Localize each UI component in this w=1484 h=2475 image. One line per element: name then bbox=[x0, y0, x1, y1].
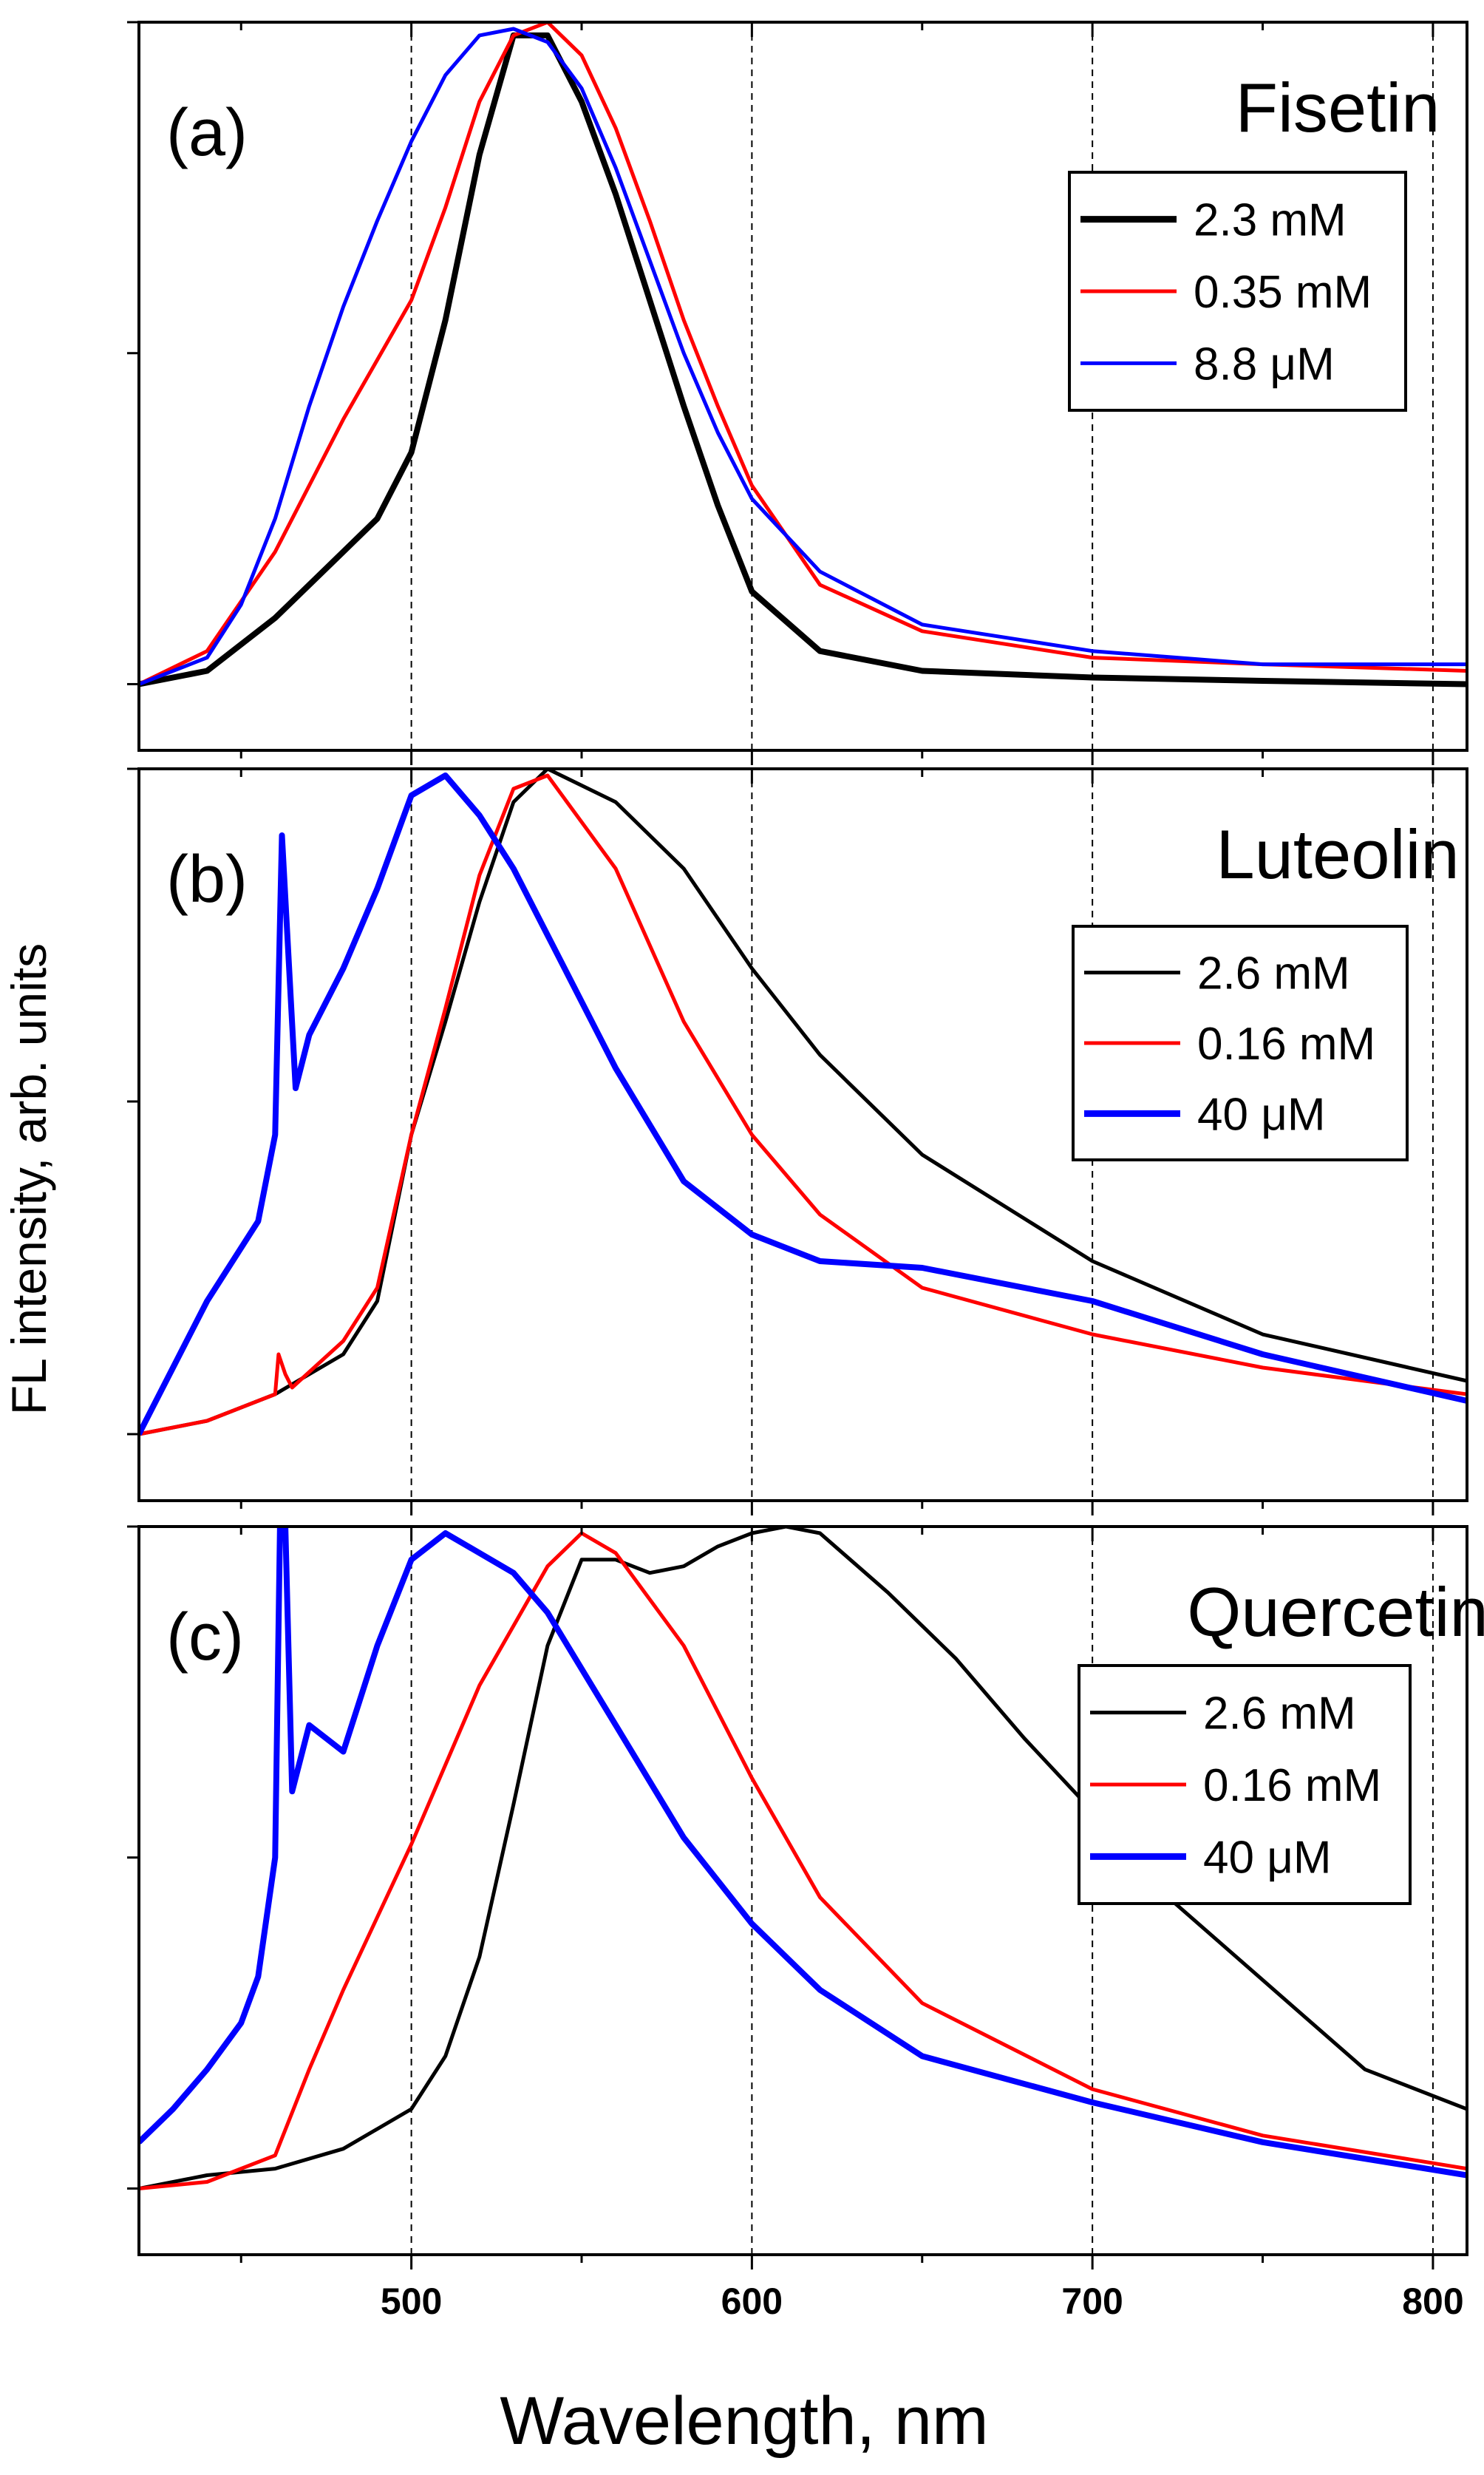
x-tick-label: 600 bbox=[721, 2281, 783, 2322]
legend-entry: 8.8 μM bbox=[1194, 339, 1335, 390]
legend-entry: 0.16 mM bbox=[1197, 1019, 1375, 1070]
legend-entry: 2.3 mM bbox=[1194, 195, 1347, 246]
legend: 2.6 mM 0.16 mM 40 μM bbox=[1078, 1664, 1412, 1905]
series-line-2 bbox=[139, 22, 1467, 686]
x-axis-label: Wavelength, nm bbox=[500, 2383, 988, 2459]
legend-entry: 2.6 mM bbox=[1203, 1688, 1356, 1739]
plot-frame bbox=[137, 21, 1468, 752]
legend-entry: 0.16 mM bbox=[1203, 1760, 1381, 1811]
x-tick-label: 700 bbox=[1061, 2281, 1123, 2322]
x-tick-label: 500 bbox=[381, 2281, 442, 2322]
x-tick-label: 800 bbox=[1402, 2281, 1463, 2322]
chart-panels: (a) Fisetin 2.3 mM 0.35 mM 8.8 μM (b) Luteolin… bbox=[127, 21, 1484, 2322]
plot-frame bbox=[137, 767, 1468, 1502]
series-line-1 bbox=[139, 32, 1467, 688]
legend-entry: 0.35 mM bbox=[1194, 267, 1372, 318]
legend: 2.6 mM 0.16 mM 40 μM bbox=[1072, 925, 1409, 1161]
panel-label: (a) bbox=[166, 96, 248, 170]
panel-3: 500 600 700 800 (c) Quercetin 2.6 mM 0.16 mM 40 … bbox=[127, 1525, 1484, 2322]
y-axis-label: FL intensity, arb. units bbox=[1, 943, 56, 1415]
panel-label: (b) bbox=[166, 843, 248, 917]
panel-title: Quercetin bbox=[1187, 1573, 1484, 1651]
legend-entry: 40 μM bbox=[1203, 1832, 1332, 1883]
series-line-3 bbox=[139, 27, 1467, 686]
plot-frame bbox=[137, 1525, 1468, 2256]
panel-2: (b) Luteolin 2.6 mM 0.16 mM 40 μM bbox=[127, 767, 1468, 1515]
series-line-1 bbox=[139, 769, 1467, 1436]
legend-entry: 40 μM bbox=[1197, 1089, 1326, 1140]
series-line-3 bbox=[139, 1527, 1467, 2179]
legend-entry: 2.6 mM bbox=[1197, 948, 1350, 999]
panel-label: (c) bbox=[166, 1600, 244, 1674]
legend: 2.3 mM 0.35 mM 8.8 μM bbox=[1068, 171, 1407, 412]
series-line-3 bbox=[139, 773, 1467, 1436]
panel-title: Fisetin bbox=[1236, 69, 1440, 146]
panel-title: Luteolin bbox=[1216, 815, 1459, 893]
panel-1: (a) Fisetin 2.3 mM 0.35 mM 8.8 μM bbox=[127, 21, 1468, 765]
